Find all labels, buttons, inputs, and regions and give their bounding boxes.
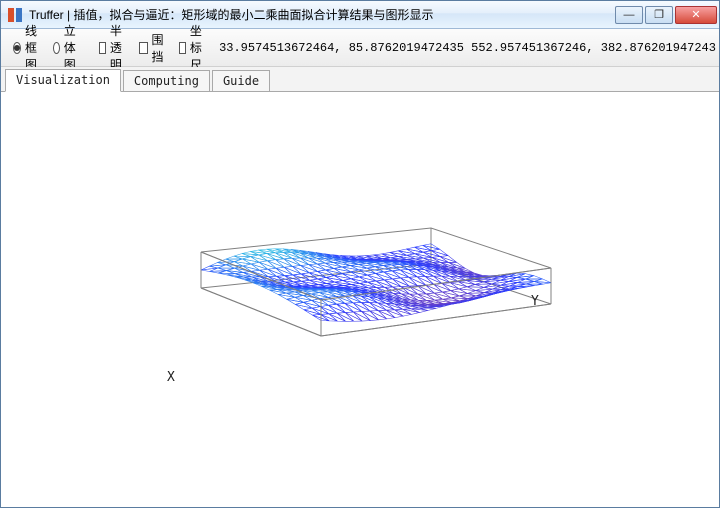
radio-solid[interactable]: 立体图 [53,22,81,73]
window-buttons: — ❐ ✕ [615,6,717,24]
axis-label-x: X [167,370,175,385]
check-label: 坐标尺 [190,22,207,73]
app-icon [7,7,23,23]
checkbox-icon [99,42,106,54]
radio-label: 线框图 [25,22,41,73]
surface-plot [1,92,719,507]
check-ruler[interactable]: 坐标尺 [179,22,207,73]
minimize-button[interactable]: — [615,6,643,24]
check-fence[interactable]: 围挡 [139,31,167,65]
radio-wireframe[interactable]: 线框图 [13,22,41,73]
close-button[interactable]: ✕ [675,6,717,24]
tab-visualization[interactable]: Visualization [5,69,121,92]
radio-label: 立体图 [64,22,81,73]
maximize-button[interactable]: ❐ [645,6,673,24]
check-label: 半透明 [110,22,127,73]
tab-computing[interactable]: Computing [123,70,210,92]
cursor-coordinates: 33.9574513672464, 85.8762019472435 552.9… [219,41,716,55]
tab-guide[interactable]: Guide [212,70,270,92]
checkbox-icon [139,42,147,54]
check-label: 围挡 [152,31,168,65]
radio-icon [13,42,21,54]
plot-canvas[interactable]: X Y [1,91,719,507]
view-toolbar: 线框图 立体图 半透明 围挡 坐标尺 33.9574513672464, 85.… [1,29,719,67]
window-title: Truffer | 插值，拟合与逼近：矩形域的最小二乘曲面拟合计算结果与图形显示 [29,6,615,23]
radio-icon [53,42,60,54]
tab-bar: Visualization Computing Guide [1,67,719,91]
check-translucent[interactable]: 半透明 [99,22,127,73]
checkbox-icon [179,42,186,54]
app-window: Truffer | 插值，拟合与逼近：矩形域的最小二乘曲面拟合计算结果与图形显示… [0,0,720,508]
axis-label-y: Y [531,294,539,309]
